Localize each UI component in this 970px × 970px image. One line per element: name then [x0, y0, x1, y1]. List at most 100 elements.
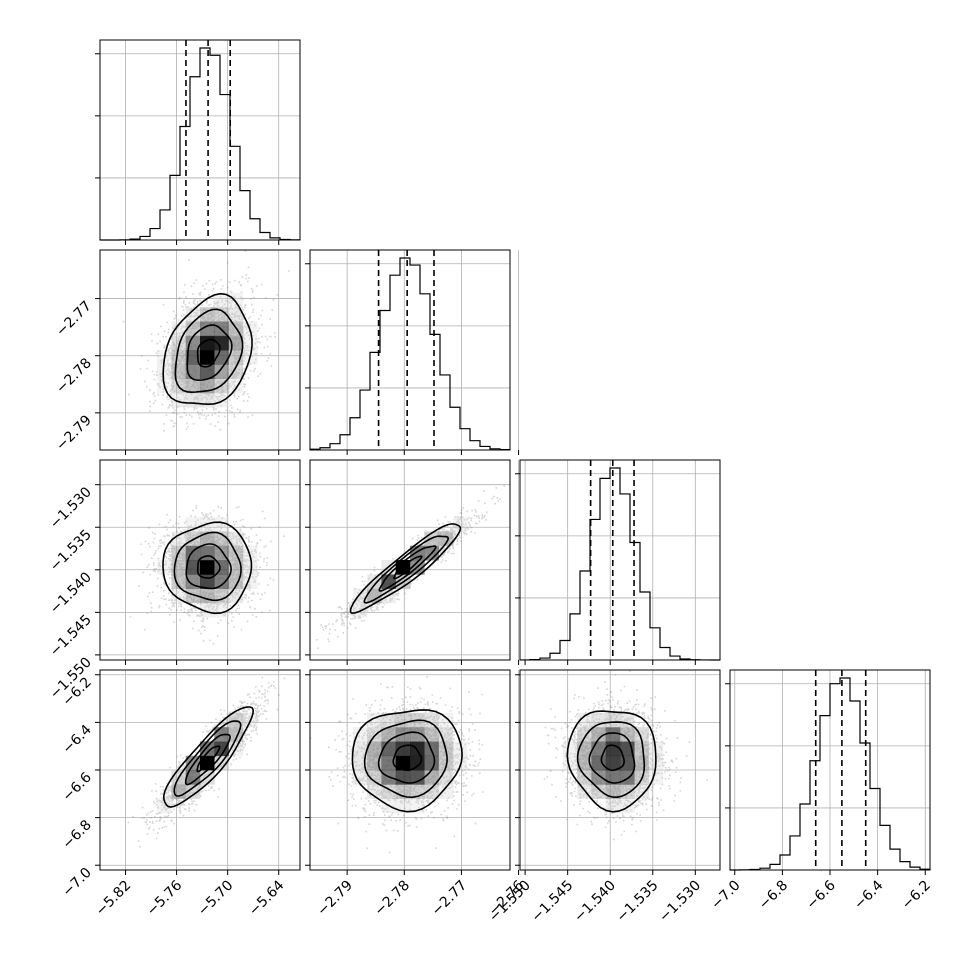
x-tick-label: −6.8: [756, 878, 791, 913]
contours: [566, 710, 657, 813]
contour-level-4: [349, 523, 462, 614]
scatter-panel-p3-p2: [515, 669, 721, 875]
contour-level-1: [196, 338, 221, 368]
y-tick-label: −6.4: [59, 722, 94, 757]
contour-level-4: [566, 710, 657, 813]
contour-level-2: [588, 732, 636, 784]
density-cell: [634, 741, 649, 757]
y-tick-label: −1.530: [47, 484, 95, 532]
density-cells: [157, 712, 258, 814]
density-cell: [367, 741, 382, 757]
grid-lines: [125, 40, 280, 240]
density-cell: [424, 712, 439, 728]
density-cell: [214, 335, 229, 351]
density-cell: [381, 712, 397, 728]
grid-lines: [524, 460, 696, 660]
panel-frame: [99, 39, 301, 241]
x-tick-label: −5.76: [144, 877, 186, 919]
density-cell: [605, 755, 621, 771]
density-cell: [171, 350, 187, 365]
density-cell: [591, 755, 607, 771]
density-cell: [200, 350, 215, 365]
density-cell: [352, 741, 368, 757]
density-cell: [395, 755, 411, 771]
density-cell: [200, 392, 215, 408]
contour-level-2: [378, 545, 437, 592]
density-cell: [605, 712, 621, 728]
contour-level-2: [185, 543, 232, 590]
density-cell: [620, 712, 635, 728]
density-cell: [410, 755, 425, 771]
contour-level-1: [393, 555, 423, 580]
density-cell: [577, 755, 592, 771]
hist-step-p1: [309, 257, 511, 451]
hist-step-p0: [99, 47, 301, 241]
density-cell: [352, 755, 368, 771]
density-cell: [605, 798, 621, 814]
density-cell: [214, 364, 229, 379]
density-cell: [171, 364, 187, 379]
grid-lines: [346, 250, 519, 450]
density-cell: [157, 798, 172, 814]
density-cell: [228, 712, 244, 728]
x-tick-label: −2.77: [429, 878, 471, 920]
hist-panel-p0: [95, 39, 301, 245]
scatter-points: [127, 676, 286, 848]
density-cell: [591, 712, 607, 728]
panel-frame: [309, 669, 511, 871]
density-cell: [200, 364, 215, 379]
density-cell: [620, 727, 635, 742]
density-cell: [171, 321, 187, 337]
y-grid: [310, 484, 510, 656]
panel-frame: [729, 669, 931, 871]
density-cell: [367, 770, 382, 785]
density-cell: [605, 741, 621, 757]
density-cell: [410, 770, 425, 785]
density-cell: [185, 588, 201, 604]
contour-level-3: [173, 531, 242, 602]
density-cell: [228, 292, 244, 308]
density-cell: [214, 307, 229, 322]
contours: [162, 521, 253, 615]
density-cell: [157, 364, 172, 379]
density-cell: [185, 378, 201, 394]
contour-level-3: [363, 535, 450, 604]
density-cell: [242, 545, 258, 561]
hist-panel-p1: [305, 249, 520, 455]
density-cell: [410, 727, 425, 742]
panel-frame: [519, 459, 721, 661]
density-cell: [214, 292, 229, 308]
contour-level-3: [174, 308, 244, 394]
density-cell: [171, 335, 187, 351]
contours: [162, 292, 253, 406]
panel-frame: [519, 669, 721, 871]
scatter-panel-p3-p0: [95, 669, 301, 875]
density-cell: [452, 755, 468, 771]
density-cell: [367, 727, 382, 742]
contours: [349, 523, 462, 614]
density-cell: [185, 770, 201, 785]
density-cell: [620, 755, 635, 771]
x-tick-label: −1.530: [656, 878, 704, 926]
density-cell: [214, 531, 229, 547]
contour-level-3: [173, 720, 242, 797]
contour-level-4: [162, 292, 253, 406]
density-cell: [352, 770, 368, 785]
hist-step-p3: [729, 677, 931, 871]
hist-panel-p3: [725, 669, 931, 875]
density-cell: [452, 741, 468, 757]
hist-y-grid: [310, 263, 510, 389]
panel-frame: [99, 249, 301, 451]
x-tick-label: −6.2: [899, 878, 934, 913]
scatter-panel-p1-p0: [95, 249, 301, 455]
contour-level-1: [392, 744, 423, 772]
hist-panel-p2: [515, 459, 721, 665]
x-tick-label: −2.78: [371, 878, 413, 920]
density-cell: [605, 727, 621, 742]
density-cell: [228, 307, 244, 322]
contour-level-1: [600, 744, 625, 772]
x-tick-label: −6.6: [803, 877, 838, 912]
density-cell: [214, 517, 229, 532]
panel-frame: [309, 459, 511, 661]
